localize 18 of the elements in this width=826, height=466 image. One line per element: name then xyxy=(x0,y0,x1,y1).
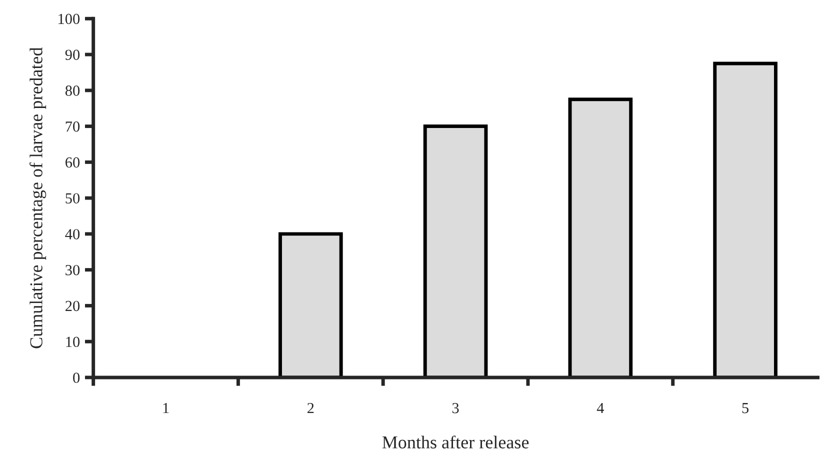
x-axis-title: Months after release xyxy=(382,436,529,448)
y-tick-label: 50 xyxy=(66,193,80,204)
x-tick-label: 1 xyxy=(163,402,169,414)
y-tick-label: 80 xyxy=(65,86,80,96)
y-axis-title: Cumulative percentage of larvae predated xyxy=(30,47,46,348)
y-tick-label: 0 xyxy=(73,372,80,383)
y-tick-label: 30 xyxy=(66,264,80,276)
y-tick-label: 40 xyxy=(65,229,80,240)
y-tick-label: 100 xyxy=(58,14,80,24)
x-tick-label: 2 xyxy=(308,402,314,414)
x-tick-label: 5 xyxy=(742,403,749,414)
x-tick-label: 4 xyxy=(596,403,604,414)
y-tick-label: 10 xyxy=(66,336,80,348)
y-tick-label: 20 xyxy=(66,300,80,312)
x-tick-label: 3 xyxy=(452,402,459,414)
y-tick-label: 60 xyxy=(66,157,80,168)
y-tick-label: 90 xyxy=(65,50,80,60)
y-tick-label: 70 xyxy=(66,121,80,132)
